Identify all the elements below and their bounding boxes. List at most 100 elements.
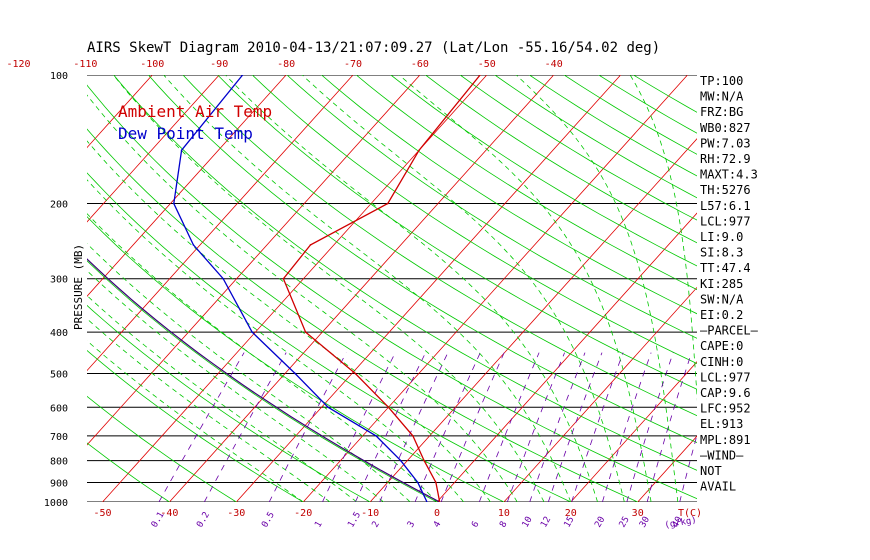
mixing-ratio-line-3 (414, 352, 481, 502)
bottom-tick--30: -30 (227, 508, 245, 519)
dewpoint-point-500 (294, 372, 296, 375)
mixing-ratio-label-6: 6 (470, 520, 481, 530)
temperature-point-900 (435, 481, 437, 484)
isotherm--30 (236, 75, 621, 502)
mixing-ratio-label-20: 20 (593, 515, 607, 529)
chart-title: AIRS SkewT Diagram 2010-04-13/21:07:09.2… (87, 40, 660, 56)
temperature-point-1000 (438, 501, 441, 502)
dry-adiabat-30 (87, 128, 638, 502)
isotherm-30 (637, 435, 697, 502)
top-tick--120: -120 (6, 59, 30, 70)
moist-adiabat-32 (398, 75, 652, 502)
dry-adiabat--20 (87, 349, 304, 502)
legend-dew-point-temp: Dew Point Temp (118, 124, 253, 143)
isotherm--60 (87, 75, 421, 446)
isotherm-10 (503, 286, 697, 502)
index-item: CAP:9.6 (700, 386, 751, 400)
bottom-tick-30: 30 (632, 508, 644, 519)
dry-adiabat-90 (252, 75, 697, 364)
pressure-tick-900: 900 (50, 478, 68, 489)
moist-adiabat-24 (225, 75, 598, 502)
mixing-ratio-line-8 (506, 352, 565, 502)
index-item: NOT (700, 464, 722, 478)
bottom-tick-10: 10 (498, 508, 510, 519)
pressure-tick-500: 500 (50, 369, 68, 380)
dewpoint-point-250 (192, 244, 195, 246)
isotherm--90 (87, 75, 220, 223)
mixing-ratio-label-2: 2 (371, 520, 382, 530)
pressure-tick-1000: 1000 (44, 498, 68, 509)
dry-adiabat-180 (563, 75, 697, 155)
index-item: MPL:891 (700, 433, 751, 447)
pressure-tick-300: 300 (50, 275, 68, 286)
pressure-tick-100: 100 (50, 71, 68, 82)
dry-adiabat--30 (87, 395, 237, 502)
dry-adiabat-70 (182, 75, 697, 417)
mixing-ratio-label-0.2: 0.2 (195, 510, 212, 529)
sounding-series (87, 75, 481, 502)
isotherm--20 (302, 75, 688, 502)
dry-adiabat-60 (148, 75, 697, 444)
temperature-line (282, 75, 481, 502)
dry-adiabat-50 (113, 75, 697, 471)
mixing-ratio-line-1 (322, 352, 396, 502)
bottom-tick--40: -40 (160, 508, 178, 519)
mixing-ratio-label-25: 25 (618, 515, 632, 529)
moist-adiabat--4 (87, 243, 411, 502)
dry-adiabat-40 (87, 84, 697, 500)
isotherm--80 (87, 75, 287, 297)
top-tick--110: -110 (73, 59, 97, 70)
dry-adiabat-170 (529, 75, 697, 177)
isotherm-60 (838, 75, 870, 502)
temperature-point-800 (423, 459, 425, 462)
mixing-ratio-line-0.1 (158, 352, 245, 502)
dry-adiabat-160 (494, 75, 697, 199)
mixing-ratio-label-30: 30 (638, 515, 652, 529)
index-item: CINH:0 (700, 355, 743, 369)
dewpoint-point-900 (416, 481, 419, 484)
index-item: LCL:977 (700, 214, 751, 228)
bottom-tick-0: 0 (434, 508, 440, 519)
dewpoint-line (173, 75, 428, 502)
mixing-ratio-label-1: 1 (313, 520, 324, 530)
top-tick--60: -60 (411, 59, 429, 70)
temperature-point-700 (412, 435, 414, 437)
temperature-point-300 (282, 277, 285, 280)
dewpoint-point-800 (399, 459, 402, 462)
isotherm--10 (369, 138, 697, 502)
index-item: MW:N/A (700, 90, 744, 104)
pressure-tick-700: 700 (50, 432, 68, 443)
mixing-ratio-line-2 (379, 352, 449, 502)
dewpoint-point-150 (180, 149, 183, 151)
index-item: WB0:827 (700, 121, 751, 135)
index-item: CAPE:0 (700, 339, 743, 353)
mixing-ratio-line-4 (440, 352, 505, 502)
moist-adiabat-28 (301, 75, 625, 502)
index-item: TH:5276 (700, 183, 751, 197)
dry-adiabat-20 (87, 172, 571, 502)
pressure-tick-200: 200 (50, 200, 68, 211)
mixing-ratio-line-25 (626, 352, 674, 502)
isotherm-50 (772, 75, 870, 502)
isobar-lines (87, 75, 697, 502)
dewpoint-point-400 (251, 331, 253, 333)
moist-adiabat-36 (515, 75, 679, 502)
temperature-point-600 (387, 406, 390, 409)
mixing-ratio-line-40 (679, 433, 697, 502)
dewpoint-point-200 (172, 202, 175, 205)
index-item: SI:8.3 (700, 246, 743, 260)
index-item: TT:47.4 (700, 261, 751, 275)
dry-adiabat-10 (87, 216, 505, 502)
mixing-ratio-unit: (g/kg) (664, 515, 698, 530)
mixing-ratio-line-1.5 (355, 352, 426, 502)
isotherm--40 (169, 75, 554, 502)
index-item: EL:913 (700, 417, 743, 431)
bottom-tick-20: 20 (565, 508, 577, 519)
index-item: FRZ:BG (700, 105, 743, 119)
index-item: –WIND– (700, 448, 744, 462)
mixing-ratio-line-30 (646, 352, 692, 502)
bottom-unit: T(C) (678, 508, 702, 519)
temperature-point-100 (479, 75, 481, 76)
moist-adiabat--16 (87, 318, 331, 502)
